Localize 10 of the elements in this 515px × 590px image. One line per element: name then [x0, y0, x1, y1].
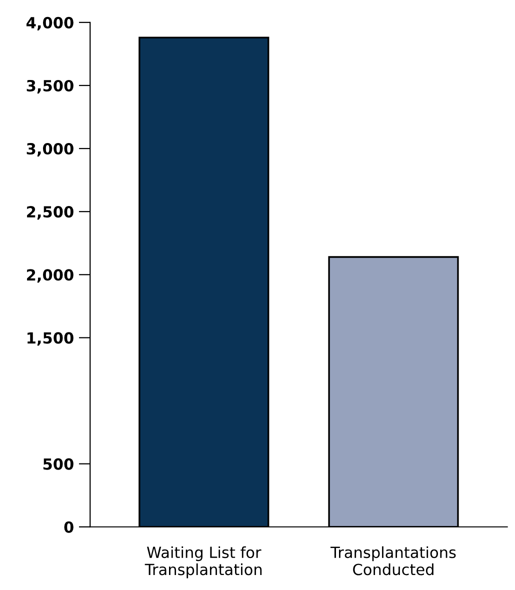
y-tick-label: 0: [64, 521, 74, 533]
x-tick-label: Transplantations Conducted: [330, 546, 456, 576]
y-tick-label: 1,500: [28, 332, 74, 346]
y-tick-label: 2,000: [27, 269, 74, 283]
y-tick-label: 500: [43, 458, 74, 470]
y-tick-label: 4,000: [26, 16, 74, 30]
x-tick-label: Waiting List for Transplantation: [144, 546, 262, 578]
y-tick-label: 3,000: [26, 143, 74, 157]
y-tick-label: 2,500: [27, 206, 74, 220]
y-tick-label: 3,500: [26, 80, 74, 94]
